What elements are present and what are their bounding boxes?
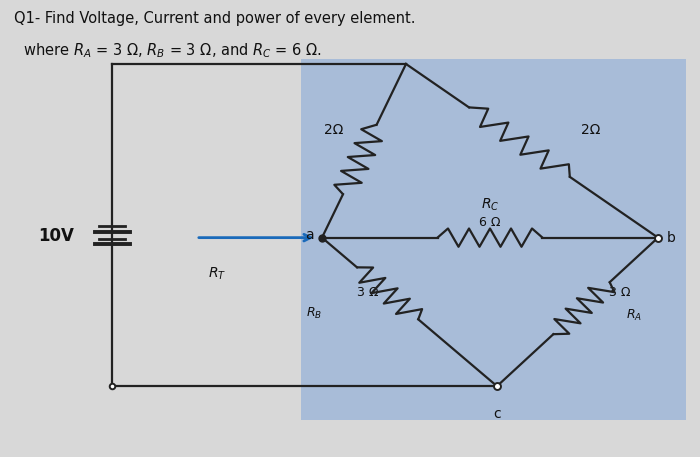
Text: $R_C$: $R_C$	[481, 197, 499, 213]
Text: 10V: 10V	[38, 227, 74, 245]
Text: $R_B$: $R_B$	[306, 305, 322, 321]
Text: c: c	[494, 407, 500, 421]
Text: 3 Ω: 3 Ω	[357, 286, 379, 299]
Text: $R_T$: $R_T$	[208, 266, 226, 282]
Text: $R_A$: $R_A$	[626, 308, 643, 323]
Text: Q1- Find Voltage, Current and power of every element.: Q1- Find Voltage, Current and power of e…	[14, 11, 416, 27]
Text: 3 Ω: 3 Ω	[609, 286, 631, 299]
Text: 6 Ω: 6 Ω	[480, 216, 500, 229]
Text: b: b	[666, 231, 676, 244]
Text: a: a	[305, 228, 314, 242]
Text: 2Ω: 2Ω	[323, 123, 343, 137]
Bar	[301, 59, 686, 420]
Text: 2Ω: 2Ω	[581, 123, 601, 137]
Text: where $R_A$ = 3 Ω, $R_B$ = 3 Ω, and $R_C$ = 6 Ω.: where $R_A$ = 3 Ω, $R_B$ = 3 Ω, and $R_C…	[14, 41, 322, 60]
